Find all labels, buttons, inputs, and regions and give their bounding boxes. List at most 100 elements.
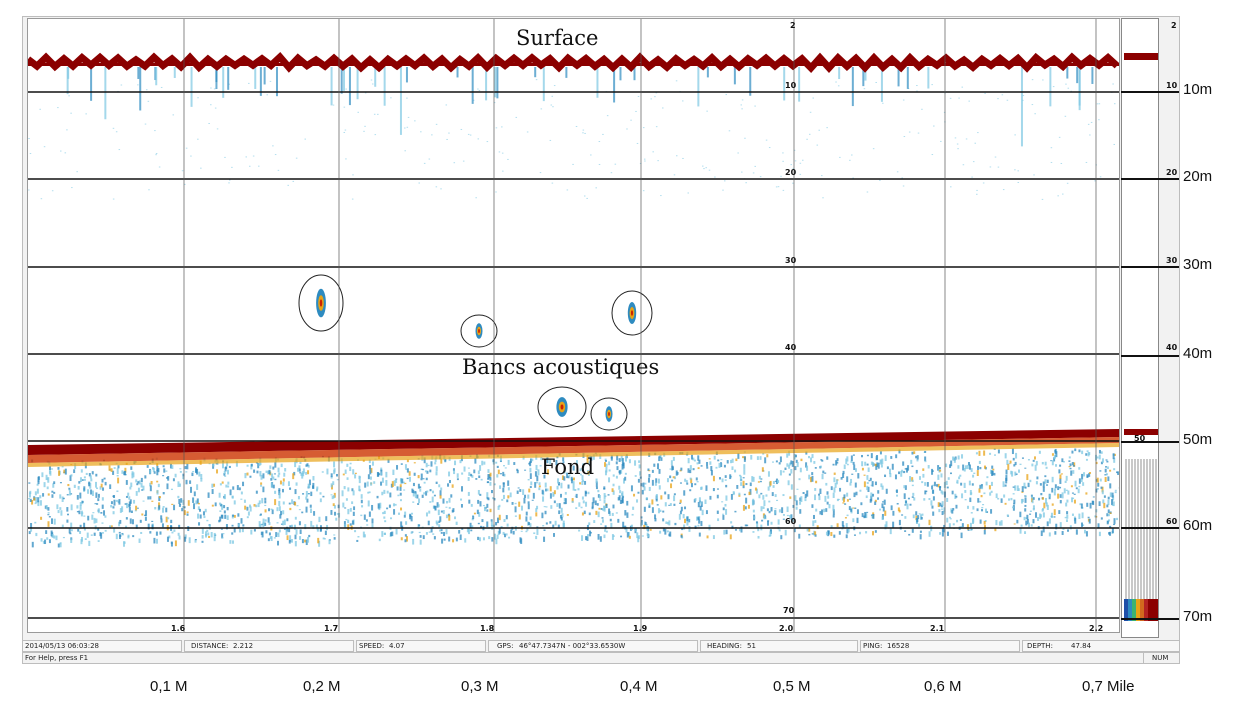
bottom-speck bbox=[1117, 471, 1119, 475]
bottom-speck bbox=[404, 511, 407, 516]
bottom-speck bbox=[399, 486, 402, 491]
bottom-speck bbox=[916, 458, 919, 462]
bottom-speck bbox=[477, 470, 480, 475]
bottom-speck bbox=[806, 490, 809, 492]
bottom-speck bbox=[468, 472, 471, 476]
bottom-speck bbox=[1107, 476, 1110, 482]
bottom-speck bbox=[196, 484, 199, 490]
bottom-speck bbox=[966, 464, 969, 470]
bottom-speck bbox=[535, 481, 538, 484]
bottom-speck bbox=[257, 463, 260, 469]
noise-speck bbox=[407, 116, 410, 118]
mile-label: 0,4 M bbox=[620, 678, 658, 695]
bottom-speck bbox=[790, 469, 793, 474]
bottom-speck bbox=[1101, 490, 1104, 495]
bottom-speck bbox=[585, 491, 588, 494]
bottom-speck bbox=[814, 520, 817, 523]
bottom-speck bbox=[991, 465, 994, 469]
bottom-speck bbox=[791, 461, 794, 467]
bottom-speck bbox=[889, 473, 892, 478]
bottom-speck bbox=[911, 479, 914, 483]
bottom-speck bbox=[410, 515, 413, 522]
bottom-speck bbox=[1039, 514, 1042, 518]
bottom-speck bbox=[525, 511, 528, 516]
bottom-speck bbox=[40, 516, 43, 520]
bottom-speck bbox=[536, 475, 539, 482]
bottom-speck bbox=[937, 474, 940, 480]
bottom-speck bbox=[646, 532, 649, 537]
bottom-speck bbox=[46, 478, 49, 480]
bottom-speck bbox=[358, 485, 361, 492]
bottom-speck bbox=[448, 536, 451, 542]
bottom-speck bbox=[399, 499, 402, 502]
bottom-speck bbox=[591, 502, 594, 508]
bottom-speck bbox=[1021, 498, 1024, 503]
bottom-speck bbox=[966, 524, 969, 530]
bottom-speck bbox=[890, 505, 893, 511]
bottom-speck bbox=[124, 503, 127, 505]
bottom-speck bbox=[119, 508, 122, 513]
bottom-speck bbox=[792, 504, 795, 508]
bottom-speck bbox=[1113, 468, 1116, 471]
bottom-speck bbox=[417, 503, 420, 505]
bottom-speck bbox=[77, 528, 80, 532]
bottom-speck bbox=[181, 507, 184, 512]
bottom-speck bbox=[936, 484, 939, 487]
bottom-speck bbox=[761, 519, 764, 522]
bottom-speck bbox=[672, 476, 675, 479]
bottom-speck bbox=[1111, 527, 1114, 533]
bottom-speck bbox=[970, 492, 973, 495]
bottom-speck bbox=[94, 503, 97, 505]
noise-speck bbox=[184, 183, 186, 185]
bottom-speck bbox=[599, 499, 602, 501]
bottom-speck bbox=[1078, 513, 1081, 520]
bottom-speck bbox=[299, 529, 302, 535]
bottom-speck bbox=[860, 502, 863, 506]
surface-plume bbox=[596, 67, 599, 98]
bottom-speck bbox=[477, 522, 480, 525]
bottom-speck bbox=[983, 492, 986, 495]
bottom-speck bbox=[154, 506, 157, 510]
noise-speck bbox=[754, 105, 756, 107]
bottom-speck bbox=[921, 513, 924, 516]
noise-speck bbox=[984, 92, 986, 94]
bottom-speck bbox=[208, 524, 211, 530]
bottom-speck bbox=[42, 540, 45, 544]
bottom-speck bbox=[911, 465, 914, 468]
bottom-speck bbox=[294, 534, 297, 540]
bottom-speck bbox=[37, 480, 40, 485]
help-bar: For Help, press F1 NUM bbox=[22, 652, 1180, 664]
noise-speck bbox=[728, 130, 731, 132]
noise-speck bbox=[821, 175, 823, 177]
bottom-speck bbox=[61, 466, 64, 468]
bottom-speck bbox=[386, 490, 389, 494]
bottom-speck bbox=[219, 510, 222, 512]
bottom-speck bbox=[290, 539, 293, 543]
noise-speck bbox=[445, 104, 448, 106]
echogram-display[interactable] bbox=[27, 18, 1120, 633]
bottom-speck bbox=[418, 498, 421, 504]
bottom-speck bbox=[763, 515, 766, 520]
bottom-speck bbox=[371, 518, 374, 524]
bottom-speck bbox=[578, 502, 581, 507]
bottom-speck bbox=[680, 534, 683, 538]
bottom-speck bbox=[651, 479, 654, 486]
bottom-speck bbox=[195, 500, 198, 505]
bottom-speck bbox=[913, 497, 916, 501]
bottom-speck bbox=[130, 466, 133, 470]
surface-plume bbox=[383, 67, 386, 106]
bottom-speck bbox=[937, 483, 940, 488]
bottom-speck bbox=[1040, 530, 1043, 537]
bottom-speck bbox=[1054, 488, 1057, 492]
bottom-speck bbox=[979, 500, 982, 503]
bottom-speck bbox=[404, 482, 407, 485]
bottom-speck bbox=[879, 508, 882, 511]
bottom-speck bbox=[744, 506, 747, 510]
bottom-speck bbox=[301, 471, 304, 474]
noise-speck bbox=[1031, 104, 1034, 106]
bottom-speck bbox=[1048, 518, 1051, 524]
bottom-speck bbox=[422, 478, 425, 480]
bottom-speck bbox=[158, 496, 161, 499]
bottom-speck bbox=[898, 449, 901, 454]
bottom-speck bbox=[382, 512, 385, 515]
